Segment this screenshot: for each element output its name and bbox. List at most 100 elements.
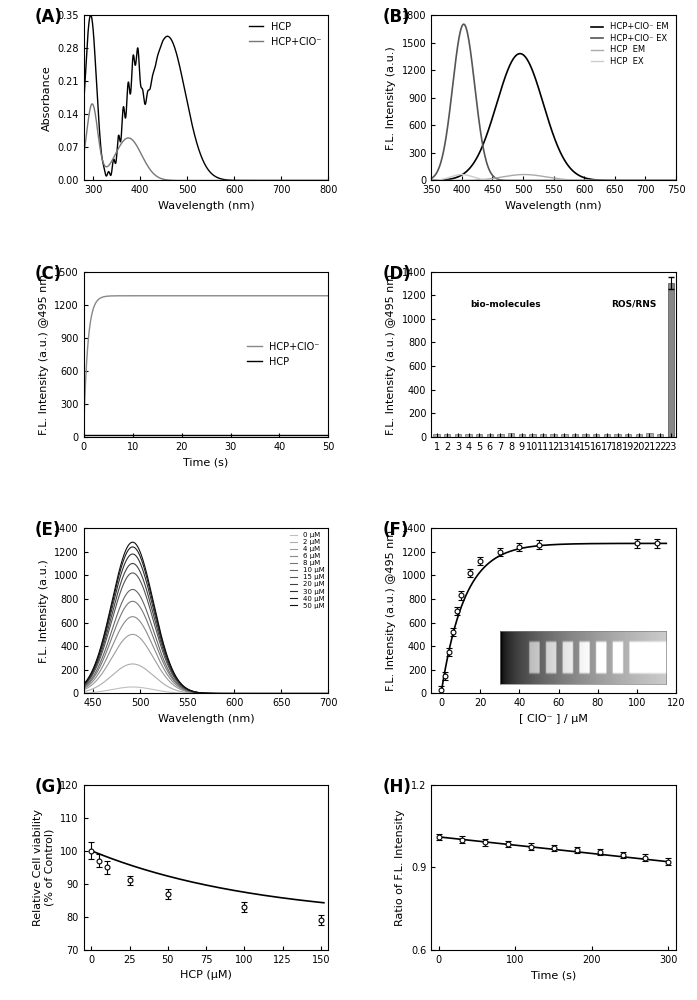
50 μM: [183, 683, 192, 695]
Bar: [487, 434, 493, 437]
HCP+ClO⁻: [122, 133, 130, 145]
6 μM: [108, 639, 116, 651]
HCP+ClO⁻ EX: [459, 18, 468, 30]
HCP+ClO⁻ EM: [470, 157, 478, 169]
15 μM: [193, 687, 201, 699]
2 μM: [219, 687, 227, 699]
Bar: [625, 434, 631, 437]
HCP+ClO⁻ EX: [532, 174, 540, 186]
20 μM: [189, 686, 197, 698]
X-axis label: Wavelength (nm): Wavelength (nm): [158, 714, 254, 724]
30 μM: [98, 639, 107, 651]
20 μM: [193, 686, 201, 698]
2 μM: [128, 658, 137, 670]
Line: HCP+ClO⁻: HCP+ClO⁻: [84, 104, 328, 180]
HCP  EX: [672, 174, 680, 186]
Bar: [434, 434, 440, 437]
HCP+ClO⁻ EM: [427, 174, 436, 186]
Text: (C): (C): [35, 265, 62, 283]
Line: 20 μM: 20 μM: [84, 563, 328, 693]
HCP: [79, 99, 88, 111]
Text: (F): (F): [383, 521, 408, 539]
Bar: [593, 434, 599, 437]
Legend: 0 μM, 2 μM, 4 μM, 6 μM, 8 μM, 10 μM, 15 μM, 20 μM, 30 μM, 40 μM, 50 μM: 0 μM, 2 μM, 4 μM, 6 μM, 8 μM, 10 μM, 15 …: [289, 531, 325, 609]
15 μM: [98, 645, 107, 657]
HCP: [324, 429, 332, 441]
50 μM: [193, 686, 201, 698]
HCP  EM: [521, 169, 530, 181]
HCP+ClO⁻: [178, 290, 187, 302]
Bar: [572, 434, 579, 437]
6 μM: [79, 683, 88, 695]
20 μM: [79, 680, 88, 692]
HCP  EX: [667, 174, 675, 186]
HCP  EM: [470, 174, 478, 186]
HCP+ClO⁻: [174, 174, 182, 186]
Line: HCP+ClO⁻ EX: HCP+ClO⁻ EX: [431, 24, 676, 180]
30 μM: [219, 687, 227, 699]
Text: (D): (D): [383, 265, 411, 283]
Text: (E): (E): [35, 521, 61, 539]
X-axis label: Time (s): Time (s): [531, 970, 576, 980]
6 μM: [183, 685, 192, 697]
Legend: HCP+ClO⁻, HCP: HCP+ClO⁻, HCP: [243, 338, 323, 371]
Line: 30 μM: 30 μM: [84, 554, 328, 693]
20 μM: [128, 557, 137, 569]
6 μM: [193, 687, 201, 699]
Bar: [614, 434, 621, 437]
HCP+ClO⁻: [105, 290, 113, 302]
Y-axis label: Relative Cell viability
(% of Control): Relative Cell viability (% of Control): [33, 809, 55, 926]
30 μM: [189, 685, 197, 697]
6 μM: [219, 687, 227, 699]
20 μM: [324, 687, 332, 699]
8 μM: [79, 682, 88, 694]
Text: (G): (G): [35, 778, 63, 796]
Bar: [657, 434, 664, 437]
8 μM: [128, 595, 137, 607]
HCP+ClO⁻ EX: [521, 174, 530, 186]
10 μM: [193, 687, 201, 699]
15 μM: [189, 686, 197, 698]
20 μM: [183, 684, 192, 696]
8 μM: [98, 655, 107, 667]
10 μM: [79, 681, 88, 693]
Y-axis label: Absorbance: Absorbance: [42, 65, 52, 131]
Bar: [636, 434, 642, 437]
4 μM: [98, 667, 107, 679]
40 μM: [128, 541, 137, 553]
Line: 2 μM: 2 μM: [84, 664, 328, 693]
Text: (B): (B): [383, 8, 410, 26]
8 μM: [324, 687, 332, 699]
10 μM: [183, 684, 192, 696]
HCP+ClO⁻: [270, 290, 279, 302]
HCP+ClO⁻ EX: [470, 72, 478, 84]
HCP+ClO⁻ EM: [455, 170, 464, 182]
Line: HCP+ClO⁻: HCP+ClO⁻: [84, 296, 328, 434]
Bar: [519, 434, 525, 437]
Line: 4 μM: 4 μM: [84, 634, 328, 693]
2 μM: [79, 686, 88, 698]
40 μM: [108, 596, 116, 608]
40 μM: [183, 683, 192, 695]
15 μM: [219, 687, 227, 699]
10 μM: [108, 622, 116, 634]
6 μM: [189, 686, 197, 698]
0 μM: [189, 687, 197, 699]
8 μM: [189, 686, 197, 698]
15 μM: [324, 687, 332, 699]
40 μM: [324, 687, 332, 699]
0 μM: [183, 687, 192, 699]
2 μM: [183, 687, 192, 699]
2 μM: [324, 687, 332, 699]
20 μM: [98, 642, 107, 654]
4 μM: [193, 687, 201, 699]
4 μM: [189, 687, 197, 699]
4 μM: [183, 686, 192, 698]
HCP: [184, 101, 192, 113]
HCP  EM: [672, 174, 680, 186]
Y-axis label: F.L. Intensity (a.u.): F.L. Intensity (a.u.): [38, 559, 49, 663]
HCP+ClO⁻: [187, 290, 196, 302]
HCP+ClO⁻ EX: [641, 174, 649, 186]
HCP  EX: [455, 169, 464, 181]
HCP+ClO⁻: [293, 174, 302, 186]
